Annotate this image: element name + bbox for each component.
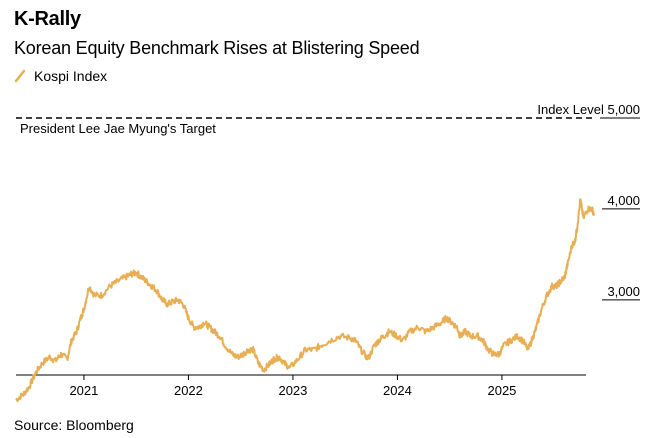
chart-title: K-Rally	[14, 8, 81, 30]
target-label: President Lee Jae Myung's Target	[20, 121, 216, 136]
legend: Kospi Index	[14, 67, 107, 85]
x-tick-label: 2023	[278, 383, 307, 398]
legend-swatch-icon	[14, 69, 26, 83]
y-tick-label: 4,000	[607, 193, 640, 208]
x-tick-label: 2025	[487, 383, 516, 398]
source-note: Source: Bloomberg	[14, 417, 134, 433]
x-tick-label: 2024	[383, 383, 412, 398]
chart-subtitle: Korean Equity Benchmark Rises at Blister…	[14, 38, 420, 58]
y-tick-label: Index Level 5,000	[537, 102, 640, 117]
x-tick-label: 2021	[69, 383, 98, 398]
x-tick-label: 2022	[174, 383, 203, 398]
plot-area: President Lee Jae Myung's Target 3,000 4,0…	[15, 102, 640, 403]
series-line-kospi-index	[15, 198, 595, 403]
y-tick-label: 3,000	[607, 284, 640, 299]
legend-label: Kospi Index	[34, 68, 108, 84]
